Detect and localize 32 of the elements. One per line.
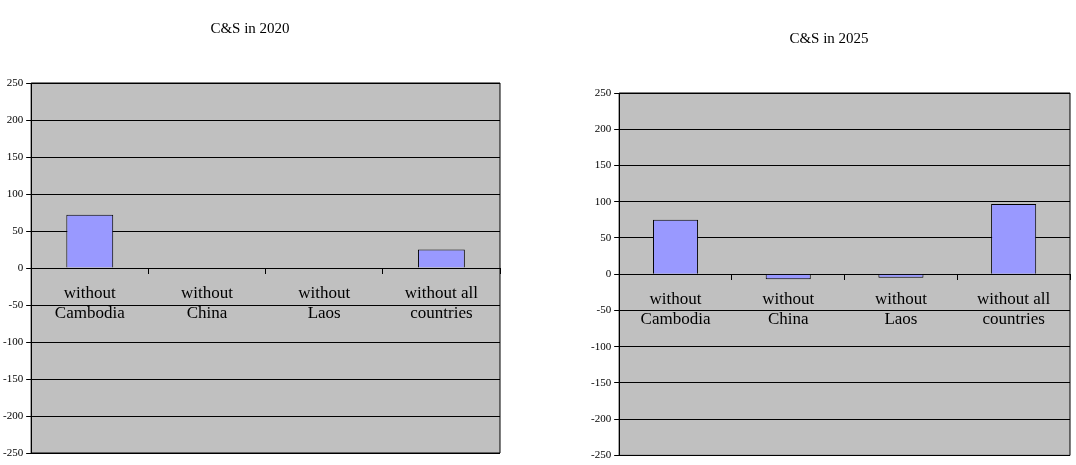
y-tick-label: -200 xyxy=(590,412,612,425)
y-tick-label: 250 xyxy=(6,75,24,88)
y-tick-label: -250 xyxy=(590,448,612,461)
x-tick-label: without Laos xyxy=(298,282,351,323)
y-tick-label: 200 xyxy=(6,112,24,125)
y-tick-label: 0 xyxy=(17,260,24,273)
y-tick-label: -200 xyxy=(2,408,24,421)
y-tick-label: -100 xyxy=(2,334,24,347)
y-tick-label: -50 xyxy=(8,297,24,310)
x-tick-label: without all countries xyxy=(404,282,479,323)
y-tick-label: 100 xyxy=(594,194,612,207)
y-tick-label: 0 xyxy=(605,267,612,280)
x-tick-label: without Cambodia xyxy=(54,282,126,323)
y-tick-label: 50 xyxy=(12,223,24,236)
y-tick-label: -250 xyxy=(2,445,24,458)
x-tick-label: without China xyxy=(181,282,234,323)
y-tick-label: 150 xyxy=(594,158,612,171)
chart-title: C&S in 2020 xyxy=(210,19,290,36)
x-tick-label: without Laos xyxy=(874,288,928,329)
x-tick-label: without China xyxy=(762,288,815,329)
y-tick-label: -100 xyxy=(590,339,612,352)
y-tick-label: 250 xyxy=(594,85,612,98)
y-tick-label: 100 xyxy=(6,186,24,199)
y-tick-label: -150 xyxy=(590,375,612,388)
y-tick-label: -150 xyxy=(2,371,24,384)
y-tick-label: 50 xyxy=(600,230,612,243)
y-tick-label: 150 xyxy=(6,149,24,162)
y-tick-label: -50 xyxy=(596,303,612,316)
y-tick-label: 200 xyxy=(594,122,612,135)
chart-title: C&S in 2025 xyxy=(789,29,869,46)
x-tick-label: without Cambodia xyxy=(640,288,711,329)
x-tick-label: without all countries xyxy=(977,288,1051,329)
